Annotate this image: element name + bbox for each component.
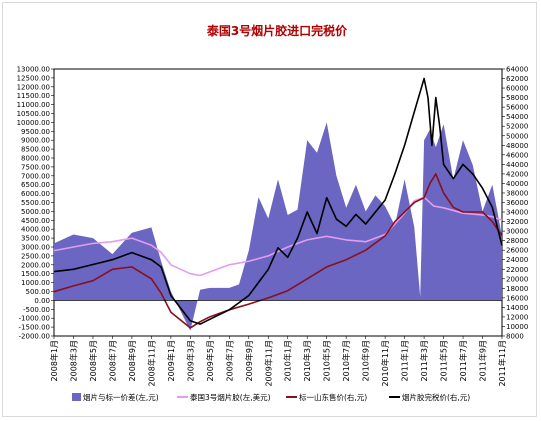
x-tick-label: 2009年5月 [205, 340, 215, 381]
left-tick-label: 1500.00 [21, 270, 50, 278]
left-tick-label: 6500.00 [21, 181, 50, 189]
series-line-3 [53, 77, 503, 325]
left-tick-label: -2000.00 [19, 333, 50, 341]
right-tick-label: 54000 [506, 113, 528, 121]
right-tick-label: 30000 [506, 228, 528, 236]
left-tick-label: 13000.00 [17, 66, 50, 74]
left-tick-label: -1500.00 [19, 324, 50, 332]
x-tick-label: 2011年3月 [419, 340, 429, 381]
left-tick-label: 10500.00 [17, 110, 50, 118]
left-tick-label: 8000.00 [21, 155, 50, 163]
left-tick-label: 3500.00 [21, 235, 50, 243]
left-tick-label: 7500.00 [21, 163, 50, 171]
x-tick-label: 2010年11月 [380, 340, 390, 387]
right-tick-label: 56000 [506, 104, 528, 112]
legend-label-3: 烟片胶完税价(右,元) [402, 392, 470, 402]
x-tick-label: 2009年3月 [185, 340, 195, 381]
x-tick-label: 2011年5月 [439, 340, 449, 381]
right-tick-label: 10000 [506, 323, 528, 331]
x-tick-label: 2010年5月 [322, 340, 332, 381]
right-tick-label: 46000 [506, 151, 528, 159]
left-tick-label: 3000.00 [21, 244, 50, 252]
right-tick-label: 62000 [506, 75, 528, 83]
right-tick-label: 24000 [506, 256, 528, 264]
right-tick-label: 16000 [506, 294, 528, 302]
left-tick-label: 8500.00 [21, 146, 50, 154]
x-tick-label: 2009年9月 [244, 340, 254, 381]
left-tick-label: 2000.00 [21, 261, 50, 269]
right-tick-label: 12000 [506, 313, 528, 321]
series-line-2 [53, 173, 503, 329]
right-tick-label: 32000 [506, 218, 528, 226]
right-tick-label: 18000 [506, 285, 528, 293]
series-area-0 [54, 122, 502, 331]
legend-label-0: 烟片与标一价差(左,元) [83, 392, 159, 402]
legend-swatch-0 [72, 393, 81, 401]
x-tick-label: 2009年7月 [224, 340, 234, 381]
x-tick-label: 2008年1月 [49, 340, 59, 381]
right-tick-label: 20000 [506, 275, 528, 283]
x-tick-label: 2011年11月 [497, 340, 507, 387]
right-tick-label: 60000 [506, 85, 528, 93]
left-tick-label: 4500.00 [21, 217, 50, 225]
x-tick-label: 2010年1月 [283, 340, 293, 381]
x-tick-label: 2008年5月 [88, 340, 98, 381]
left-tick-label: 5000.00 [21, 208, 50, 216]
left-tick-label: 12500.00 [17, 74, 50, 82]
x-tick-label: 2009年11月 [263, 340, 273, 387]
legend-label-1: 泰国3号烟片胶(左,美元) [190, 392, 271, 402]
x-tick-label: 2011年7月 [458, 340, 468, 381]
left-tick-label: 2500.00 [21, 252, 50, 260]
legend-label-2: 标一山东售价(右,元) [299, 392, 367, 402]
right-tick-label: 64000 [506, 66, 528, 74]
left-tick-label: 1000.00 [21, 279, 50, 287]
right-tick-label: 8000 [506, 333, 524, 341]
x-tick-label: 2008年7月 [107, 340, 117, 381]
x-tick-label: 2010年7月 [341, 340, 351, 381]
left-tick-label: 9500.00 [21, 128, 50, 136]
left-tick-label: 6000.00 [21, 190, 50, 198]
x-tick-label: 2009年1月 [166, 340, 176, 381]
right-tick-label: 44000 [506, 161, 528, 169]
left-tick-label: 12000.00 [17, 83, 50, 91]
x-tick-label: 2011年1月 [400, 340, 410, 381]
left-tick-label: 7000.00 [21, 172, 50, 180]
x-tick-label: 2010年3月 [302, 340, 312, 381]
left-tick-label: 11000.00 [17, 101, 50, 109]
left-tick-label: 0.00 [34, 297, 50, 305]
x-tick-label: 2011年9月 [478, 340, 488, 381]
left-tick-label: 11500.00 [17, 92, 50, 100]
right-tick-label: 58000 [506, 94, 528, 102]
right-tick-label: 14000 [506, 304, 528, 312]
right-tick-label: 22000 [506, 266, 528, 274]
right-tick-label: 28000 [506, 237, 528, 245]
series-line-1 [53, 196, 503, 277]
right-tick-label: 50000 [506, 132, 528, 140]
x-tick-label: 2010年9月 [361, 340, 371, 381]
left-tick-label: 10000.00 [17, 119, 50, 127]
right-tick-label: 36000 [506, 199, 528, 207]
right-tick-label: 40000 [506, 180, 528, 188]
right-tick-label: 48000 [506, 142, 528, 150]
left-tick-label: 5500.00 [21, 199, 50, 207]
left-tick-label: 9000.00 [21, 137, 50, 145]
right-tick-label: 38000 [506, 189, 528, 197]
right-tick-label: 26000 [506, 247, 528, 255]
left-tick-label: -1000.00 [19, 315, 50, 323]
left-tick-label: 500.00 [26, 288, 51, 296]
x-tick-label: 2008年3月 [68, 340, 78, 381]
right-tick-label: 52000 [506, 123, 528, 131]
right-tick-label: 42000 [506, 170, 528, 178]
x-tick-label: 2008年11月 [146, 340, 156, 387]
x-tick-label: 2008年9月 [127, 340, 137, 381]
right-tick-label: 34000 [506, 209, 528, 217]
left-tick-label: -500.00 [23, 306, 50, 314]
left-tick-label: 4000.00 [21, 226, 50, 234]
chart-title: 泰国3号烟片胶进口完税价 [206, 23, 348, 38]
